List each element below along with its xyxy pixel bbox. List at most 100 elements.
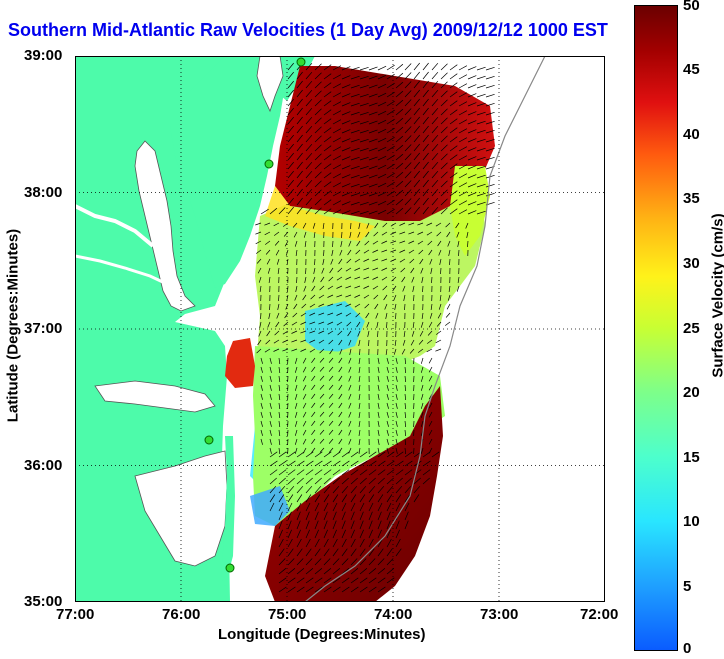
velocity-arrow [422,206,429,215]
velocity-arrow [275,321,280,328]
velocity-arrow [476,102,486,107]
velocity-arrow [395,153,404,161]
velocity-arrow [313,231,316,238]
velocity-arrow [449,190,458,197]
velocity-arrow [377,375,380,382]
velocity-arrow [377,494,384,503]
velocity-arrow [384,303,388,310]
velocity-arrow [413,179,420,188]
velocity-arrow [345,276,352,280]
velocity-arrow [287,161,294,170]
velocity-arrow [401,276,406,283]
velocity-arrow [368,568,377,575]
velocity-arrow [327,294,334,298]
colorbar-tick: 30 [683,255,700,272]
velocity-arrow [449,100,458,107]
velocity-arrow [386,438,389,445]
velocity-arrow [440,198,448,206]
velocity-arrow [323,460,332,467]
velocity-arrow [404,384,407,392]
velocity-arrow [296,152,303,161]
velocity-arrow [282,330,289,335]
velocity-arrow [255,249,262,254]
velocity-arrow [359,120,369,125]
velocity-arrow [296,548,303,557]
x-axis-label: Longitude (Degrees:Minutes) [218,626,426,643]
velocity-arrow [287,134,294,143]
velocity-arrow [323,127,332,134]
velocity-arrow [275,249,280,256]
velocity-arrow [377,357,380,364]
velocity-arrow [417,231,424,235]
velocity-arrow [269,420,272,427]
velocity-arrow [302,222,307,229]
velocity-arrow [359,93,369,98]
velocity-arrow [368,111,378,116]
velocity-arrow [429,258,433,265]
velocity-arrow [328,411,334,417]
velocity-arrow [341,93,351,98]
velocity-arrow [386,411,389,418]
velocity-arrow [314,460,323,467]
velocity-arrow [296,161,303,170]
velocity-arrow [322,222,325,229]
velocity-arrow [386,393,389,400]
velocity-arrow [417,348,424,353]
radar-site [204,435,214,445]
velocity-arrow [302,393,307,400]
velocity-arrow [336,303,343,307]
y-tick-label: 38:00 [24,184,63,201]
velocity-arrow [458,65,468,71]
velocity-arrow [269,357,272,364]
velocity-arrow [449,154,458,161]
velocity-arrow [446,303,451,310]
velocity-arrow [305,89,313,98]
velocity-arrow [381,267,388,271]
velocity-arrow [358,339,361,346]
velocity-arrow [314,469,323,476]
velocity-arrow [404,438,407,446]
velocity-arrow [386,494,393,503]
velocity-arrow [339,348,343,355]
velocity-arrow [332,83,342,89]
velocity-arrow [278,485,286,494]
velocity-arrow [458,128,468,134]
velocity-arrow [368,538,374,548]
velocity-arrow [277,267,280,274]
velocity-arrow [386,172,395,179]
map-title: Southern Mid-Atlantic Raw Velocities (1 … [8,20,608,40]
velocity-arrow [349,348,352,355]
velocity-arrow [332,173,342,179]
velocity-arrow [350,120,360,125]
velocity-arrow [404,460,413,467]
velocity-arrow [305,62,313,71]
velocity-arrow [258,330,262,337]
velocity-arrow [350,558,358,566]
velocity-arrow [305,152,313,161]
velocity-arrow [358,357,361,364]
velocity-arrow [278,384,281,392]
velocity-arrow [422,161,429,170]
velocity-arrow [296,276,298,284]
velocity-arrow [305,170,313,179]
velocity-arrow [404,494,411,503]
velocity-arrow [291,339,298,343]
velocity-arrow [359,201,369,206]
velocity-arrow [395,375,398,382]
velocity-arrow [404,135,412,143]
velocity-arrow [458,182,468,188]
velocity-arrow [314,520,319,530]
velocity-arrow [377,568,386,575]
velocity-arrow [338,357,343,364]
velocity-arrow [395,126,404,134]
velocity-arrow [328,402,334,408]
velocity-arrow [341,156,351,161]
velocity-arrow [386,402,389,409]
velocity-arrow [386,181,395,188]
velocity-arrow [358,438,361,445]
velocity-arrow [386,420,389,427]
velocity-arrow [422,179,429,188]
velocity-arrow [390,231,397,235]
velocity-arrow [314,90,322,98]
coverage-south-jet [265,386,443,602]
